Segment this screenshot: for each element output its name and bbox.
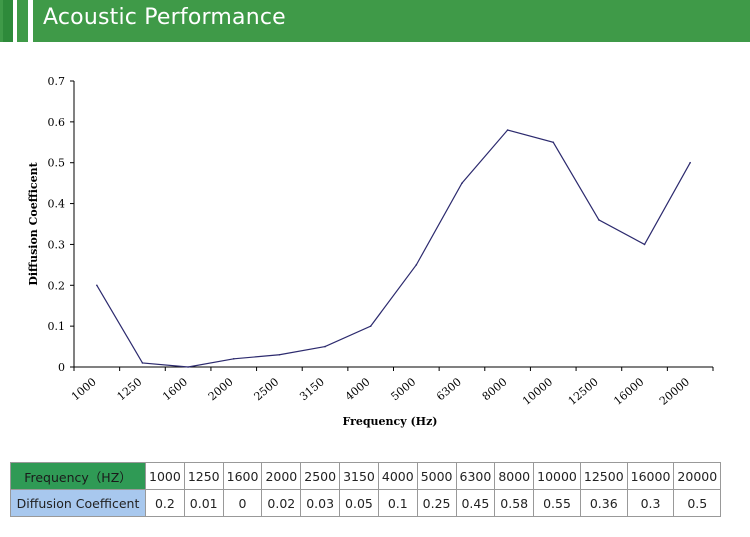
x-tick-label: 8000 (480, 375, 510, 403)
coefficient-cell: 0.02 (261, 489, 302, 517)
y-tick-label: 0.3 (48, 238, 66, 251)
table-row-coefficient: Diffusion Coefficent 0.2 0.01 0 0.02 0.03 0.05… (10, 489, 722, 517)
x-tick-label: 16000 (611, 375, 646, 407)
coefficient-cell: 0.58 (494, 489, 535, 517)
frequency-cell: 16000 (626, 462, 675, 490)
data-point (96, 284, 98, 287)
y-tick-label: 0 (58, 361, 65, 374)
data-point (461, 182, 463, 184)
coefficient-cell: 0.3 (626, 489, 675, 517)
x-tick-label: 1000 (69, 375, 99, 403)
data-point (324, 345, 326, 348)
y-tick-label: 0.2 (48, 279, 66, 292)
y-tick-label: 0.7 (48, 75, 66, 88)
data-point (369, 325, 372, 327)
data-point (689, 161, 691, 164)
coefficient-cell: 0.03 (300, 489, 341, 517)
frequency-cell: 4000 (377, 462, 418, 490)
data-point (552, 141, 555, 144)
data-point (506, 129, 509, 131)
x-tick-label: 5000 (388, 375, 418, 403)
y-tick-label: 0.1 (48, 320, 66, 333)
data-point (415, 264, 418, 266)
coefficient-cell: 0.45 (455, 489, 496, 517)
y-axis-label: Diffusion Coefficent (27, 161, 40, 285)
y-tick-label: 0.6 (48, 116, 66, 129)
x-tick-label: 20000 (657, 375, 692, 407)
x-axis-label: Frequency (Hz) (342, 415, 437, 428)
frequency-cell: 1250 (183, 462, 224, 490)
x-tick-label: 1250 (115, 375, 145, 403)
frequency-cell: 2000 (261, 462, 302, 490)
frequency-cell: 1600 (222, 462, 263, 490)
data-table: Frequency（HZ） 1000 1250 1600 2000 2500 3150 400… (10, 462, 722, 517)
x-tick-label: 1600 (160, 375, 190, 403)
frequency-cell: 5000 (416, 462, 457, 490)
x-tick-label: 2500 (252, 375, 282, 403)
frequency-cell: 12500 (579, 462, 628, 490)
section-header: Acoustic Performance (0, 0, 750, 42)
frequency-cell: 3150 (339, 462, 379, 490)
x-tick-label: 6300 (434, 375, 464, 403)
frequency-cell: 8000 (494, 462, 535, 490)
x-tick-label: 2000 (206, 375, 236, 403)
coefficient-cell: 0.1 (377, 489, 418, 517)
table-row-frequency: Frequency（HZ） 1000 1250 1600 2000 2500 3150 400… (10, 462, 722, 490)
header-accent-bar (3, 0, 13, 42)
header-divider (13, 0, 17, 42)
x-tick-label: 10000 (520, 375, 555, 407)
data-point (232, 358, 235, 360)
data-point (141, 362, 144, 364)
y-tick-label: 0.5 (48, 157, 66, 170)
frequency-cell: 20000 (673, 462, 722, 490)
y-tick-label: 0.4 (48, 198, 66, 211)
frequency-cell: 2500 (300, 462, 341, 490)
coefficient-cell: 0.25 (416, 489, 457, 517)
coefficient-cell: 0.55 (533, 489, 581, 517)
diffusion-chart: 0 0.1 0.2 0.3 0.4 0.5 0.6 0.7 1000 1250 1600 2000 25… (27, 75, 714, 428)
data-point (643, 243, 646, 246)
data-point (187, 366, 189, 368)
series-line (96, 129, 691, 368)
coefficient-cell: 0.2 (145, 489, 185, 517)
row-header: Frequency（HZ） (10, 462, 146, 490)
row-header: Diffusion Coefficent (10, 489, 146, 517)
x-tick-label: 4000 (343, 375, 373, 403)
x-tick-label: 3150 (297, 375, 327, 403)
coefficient-cell: 0 (222, 489, 263, 517)
x-tick-label: 12500 (566, 375, 601, 407)
frequency-cell: 6300 (455, 462, 496, 490)
data-point (278, 353, 281, 356)
coefficient-cell: 0.36 (579, 489, 628, 517)
coefficient-cell: 0.05 (339, 489, 379, 517)
page-title: Acoustic Performance (43, 5, 286, 30)
header-divider (28, 0, 33, 42)
frequency-cell: 10000 (533, 462, 581, 490)
coefficient-cell: 0.01 (183, 489, 224, 517)
frequency-cell: 1000 (145, 462, 185, 490)
coefficient-cell: 0.5 (673, 489, 722, 517)
data-point (598, 219, 600, 221)
